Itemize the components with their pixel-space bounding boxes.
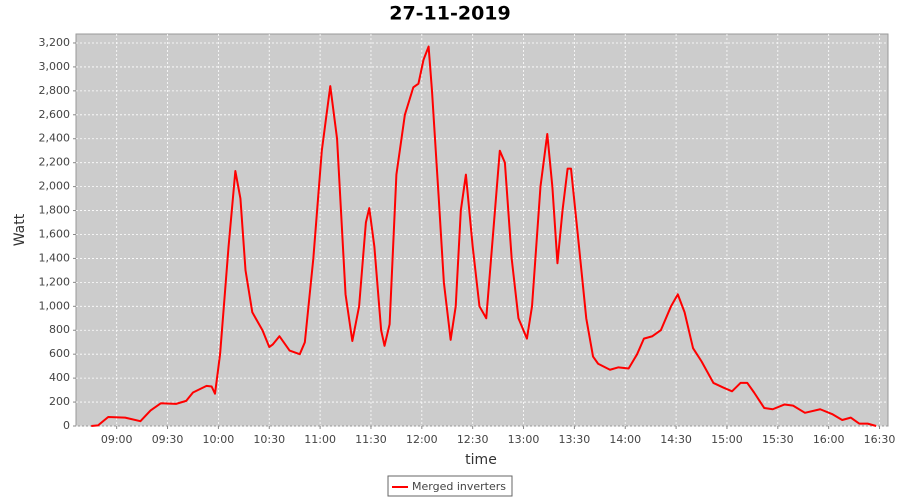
x-tick-label: 09:00 xyxy=(101,433,133,446)
y-tick-label: 1,000 xyxy=(39,299,71,312)
x-tick-label: 11:30 xyxy=(355,433,387,446)
y-tick-label: 3,200 xyxy=(39,36,71,49)
x-tick-label: 14:00 xyxy=(609,433,641,446)
plot-area xyxy=(75,33,889,427)
x-tick-label: 11:00 xyxy=(304,433,336,446)
x-tick-label: 16:00 xyxy=(813,433,845,446)
y-tick-label: 1,400 xyxy=(39,251,71,264)
x-tick-label: 14:30 xyxy=(660,433,692,446)
y-tick-label: 3,000 xyxy=(39,60,71,73)
x-tick-label: 13:00 xyxy=(508,433,540,446)
y-tick-label: 2,000 xyxy=(39,180,71,193)
y-tick-label: 2,200 xyxy=(39,156,71,169)
legend: Merged inverters xyxy=(387,475,513,497)
x-tick-label: 13:30 xyxy=(559,433,591,446)
chart-title: 27-11-2019 xyxy=(389,3,511,25)
y-tick-label: 1,600 xyxy=(39,227,71,240)
y-tick-label: 2,400 xyxy=(39,132,71,145)
y-tick-label: 1,200 xyxy=(39,275,71,288)
y-axis-label: Watt xyxy=(12,213,28,246)
y-tick-label: 0 xyxy=(63,419,70,432)
x-tick-label: 12:30 xyxy=(457,433,489,446)
x-tick-label: 10:00 xyxy=(203,433,235,446)
y-tick-label: 1,800 xyxy=(39,204,71,217)
x-tick-label: 09:30 xyxy=(152,433,184,446)
x-tick-label: 16:30 xyxy=(864,433,896,446)
x-axis-label: time xyxy=(465,452,497,468)
x-tick-label: 10:30 xyxy=(253,433,285,446)
legend-box xyxy=(387,475,513,497)
y-tick-label: 600 xyxy=(49,347,70,360)
y-tick-label: 800 xyxy=(49,323,70,336)
y-tick-label: 400 xyxy=(49,371,70,384)
x-tick-label: 15:00 xyxy=(711,433,743,446)
y-tick-label: 200 xyxy=(49,395,70,408)
y-tick-label: 2,600 xyxy=(39,108,71,121)
x-tick-label: 12:00 xyxy=(406,433,438,446)
y-tick-label: 2,800 xyxy=(39,84,71,97)
legend-label: Merged inverters xyxy=(412,480,506,493)
x-tick-label: 15:30 xyxy=(762,433,794,446)
line xyxy=(91,45,877,427)
